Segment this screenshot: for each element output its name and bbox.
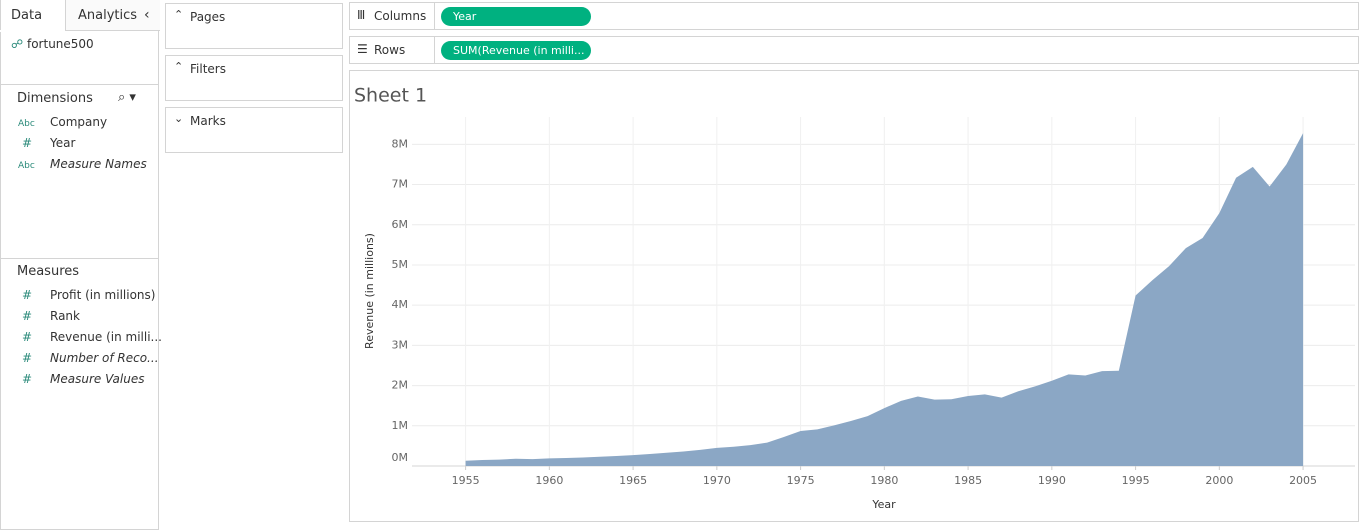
y-tick-label: 8M <box>392 137 409 150</box>
field[interactable]: # Measure Values <box>18 369 144 389</box>
card[interactable]: ⌄ Marks <box>165 107 343 153</box>
field-type-icon: # <box>22 309 33 323</box>
divider <box>0 258 158 259</box>
separator <box>434 3 435 29</box>
x-tick-label: 1995 <box>1122 474 1150 487</box>
card[interactable]: ⌃ Filters <box>165 55 343 101</box>
chevron: ⌄ <box>174 112 184 125</box>
collapse[interactable]: ‹ <box>144 7 150 23</box>
pill[interactable]: Year <box>441 7 591 26</box>
x-tick-label: 2005 <box>1289 474 1317 487</box>
x-axis-title: Year <box>871 498 896 511</box>
field-name: Revenue (in milli... <box>50 330 162 344</box>
x-tick-label: 1955 <box>452 474 480 487</box>
shelf-label: Rows <box>374 43 406 57</box>
y-tick-label: 5M <box>392 258 409 271</box>
area <box>465 133 1304 466</box>
datasource-name: fortune500 <box>26 37 94 51</box>
field[interactable]: # Profit (in millions) <box>18 285 155 305</box>
field[interactable]: # Revenue (in milli... <box>18 327 162 347</box>
field-type-icon: # <box>22 351 33 365</box>
tab[interactable]: Analytics <box>78 8 138 23</box>
field-name: Measure Names <box>50 157 147 171</box>
field-name: Measure Values <box>50 372 145 386</box>
chevron: ⌃ <box>174 8 184 21</box>
tab-bg <box>0 0 65 32</box>
x-tick-label: 1990 <box>1038 474 1066 487</box>
y-tick-label: 4M <box>392 298 409 311</box>
separator <box>434 37 435 63</box>
field-name: Year <box>50 136 76 150</box>
field-type-icon: Abc <box>18 161 35 171</box>
section-header: Dimensions <box>17 91 93 106</box>
field[interactable]: # Rank <box>18 306 80 326</box>
field-name: Rank <box>50 309 80 323</box>
y-axis-title: Revenue (in millions) <box>363 233 376 349</box>
y-tick-label: 2M <box>392 379 409 392</box>
y-tick-label: 7M <box>392 178 409 191</box>
card-title: Filters <box>190 62 226 76</box>
field-type-icon: # <box>22 330 33 344</box>
y-tick-label: 1M <box>392 419 409 432</box>
shelf: Ⅲ Columns Year <box>349 2 1359 30</box>
field[interactable]: # Number of Reco... <box>18 348 159 368</box>
card[interactable]: ⌃ Pages <box>165 3 343 49</box>
field-type-icon: Abc <box>18 119 35 129</box>
x-tick-label: 1980 <box>870 474 898 487</box>
card-title: Pages <box>190 10 226 24</box>
view: Sheet 1 Revenue (in millions) Year 0M 1M 2… <box>349 70 1359 522</box>
tab[interactable]: Data <box>11 8 43 23</box>
x-tick-label: 1975 <box>787 474 815 487</box>
field-name: Profit (in millions) <box>50 288 156 302</box>
field[interactable]: # Year <box>18 133 75 153</box>
field-name: Company <box>50 115 108 129</box>
divider <box>0 84 158 85</box>
field[interactable]: Abc Company <box>18 112 107 132</box>
card-title: Marks <box>190 114 226 128</box>
shelf-icon: Ⅲ <box>357 8 366 22</box>
y-tick-label: 0M <box>392 451 409 464</box>
tab-bg <box>65 0 160 31</box>
field-type-icon: # <box>22 288 33 302</box>
y-tick-label: 3M <box>392 338 409 351</box>
search[interactable]: ⌕ ▾ <box>118 90 136 105</box>
chart: Sheet 1 Revenue (in millions) Year 0M 1M 2… <box>354 85 1355 511</box>
field-type-icon: # <box>22 136 33 150</box>
shelf-label: Columns <box>374 9 427 23</box>
field-name: Number of Reco... <box>50 351 159 365</box>
y-tick-label: 6M <box>392 218 409 231</box>
x-tick-label: 1985 <box>954 474 982 487</box>
datasource[interactable]: ☍ fortune500 <box>11 37 94 51</box>
field[interactable]: Abc Measure Names <box>18 154 147 174</box>
shelf-icon: ☰ <box>357 42 368 56</box>
chevron: ⌃ <box>174 60 184 73</box>
x-tick-label: 1960 <box>535 474 563 487</box>
chart-title: Sheet 1 <box>354 85 427 107</box>
x-tick-label: 1965 <box>619 474 647 487</box>
section-header: Measures <box>17 264 80 279</box>
field-type-icon: # <box>22 372 33 386</box>
shelf: ☰ Rows SUM(Revenue (in milli... <box>349 36 1359 64</box>
x-tick-label: 2000 <box>1205 474 1233 487</box>
x-tick-label: 1970 <box>703 474 731 487</box>
pill[interactable]: SUM(Revenue (in milli... <box>441 41 591 60</box>
